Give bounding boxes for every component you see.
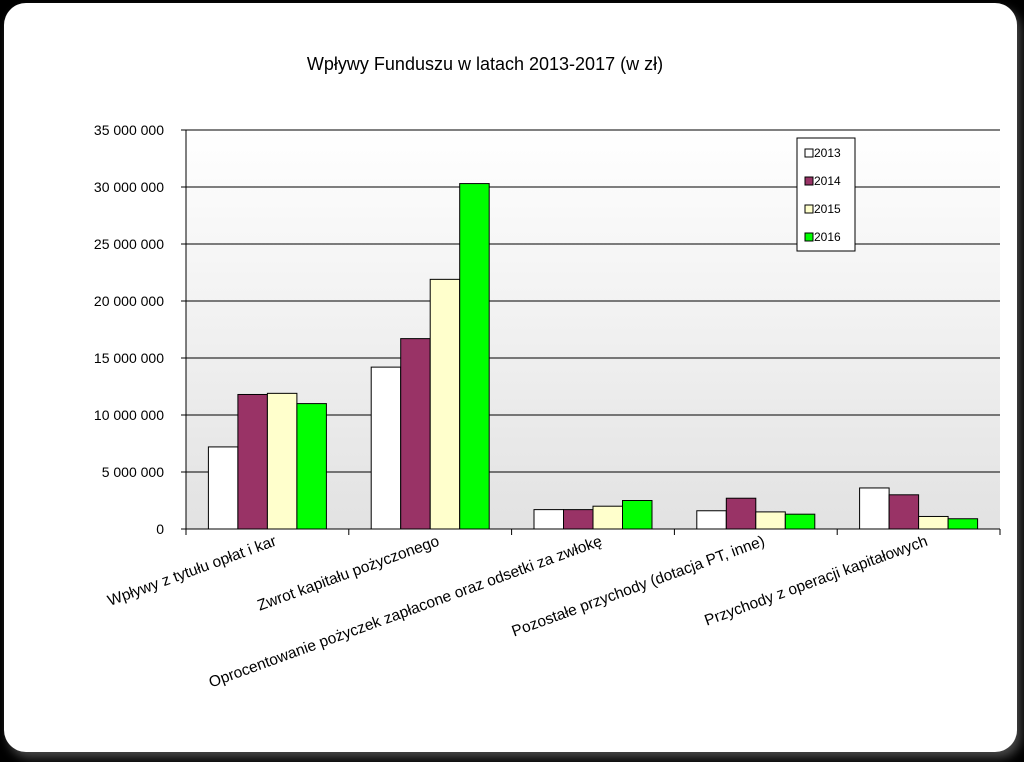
bar-2013-cat-4 — [859, 487, 890, 530]
legend-label-2013: 2013 — [814, 146, 841, 160]
legend-label-2014: 2014 — [814, 174, 841, 188]
bar-2013-cat-2 — [533, 509, 564, 530]
legend-swatch-2013 — [804, 148, 814, 158]
legend-swatch-2014 — [804, 176, 814, 186]
y-tick-label: 25 000 000 — [94, 236, 164, 252]
bar-2016-cat-0 — [296, 403, 327, 530]
bar-2013-cat-0 — [207, 446, 239, 530]
bar-2015-cat-1 — [429, 278, 461, 530]
y-tick-label: 35 000 000 — [94, 122, 164, 138]
legend: 2013 2014 2015 2016 — [796, 137, 856, 252]
bar-2015-cat-0 — [266, 392, 298, 530]
bar-2015-cat-3 — [755, 511, 786, 530]
bar-2014-cat-4 — [888, 494, 920, 530]
bar-2014-cat-2 — [563, 509, 594, 530]
bar-2014-cat-0 — [237, 393, 268, 530]
bar-2014-cat-3 — [725, 497, 757, 530]
category-label-3: Pozostałe przychody (dotacja PT, inne) — [510, 533, 768, 641]
bar-2013-cat-3 — [696, 510, 727, 530]
bar-2014-cat-1 — [400, 338, 431, 530]
chart-title: Wpływy Funduszu w latach 2013-2017 (w zł… — [307, 54, 663, 74]
y-tick-label: 0 — [156, 521, 164, 537]
legend-swatch-2015 — [804, 204, 814, 214]
legend-label-2015: 2015 — [814, 202, 841, 216]
y-axis-tick-labels: 0 5 000 000 10 000 000 15 000 000 20 000 000… — [94, 122, 164, 537]
y-tick-label: 20 000 000 — [94, 293, 164, 309]
bar-2016-cat-4 — [947, 518, 979, 530]
bar-2015-cat-2 — [592, 505, 623, 530]
bar-2016-cat-1 — [459, 183, 490, 530]
bar-2013-cat-1 — [370, 366, 402, 530]
bar-2015-cat-4 — [918, 515, 949, 530]
bars-group — [207, 183, 979, 530]
y-tick-label: 15 000 000 — [94, 350, 164, 366]
y-tick-label: 10 000 000 — [94, 407, 164, 423]
bar-2016-cat-2 — [622, 500, 653, 530]
bar-2016-cat-3 — [784, 513, 816, 530]
y-tick-label: 30 000 000 — [94, 179, 164, 195]
axes — [181, 129, 1001, 535]
legend-label-2016: 2016 — [814, 230, 841, 244]
y-tick-label: 5 000 000 — [102, 464, 164, 480]
category-label-0: Wpływy z tytułu opłat i kar — [105, 533, 278, 610]
legend-swatch-2016 — [804, 232, 814, 242]
